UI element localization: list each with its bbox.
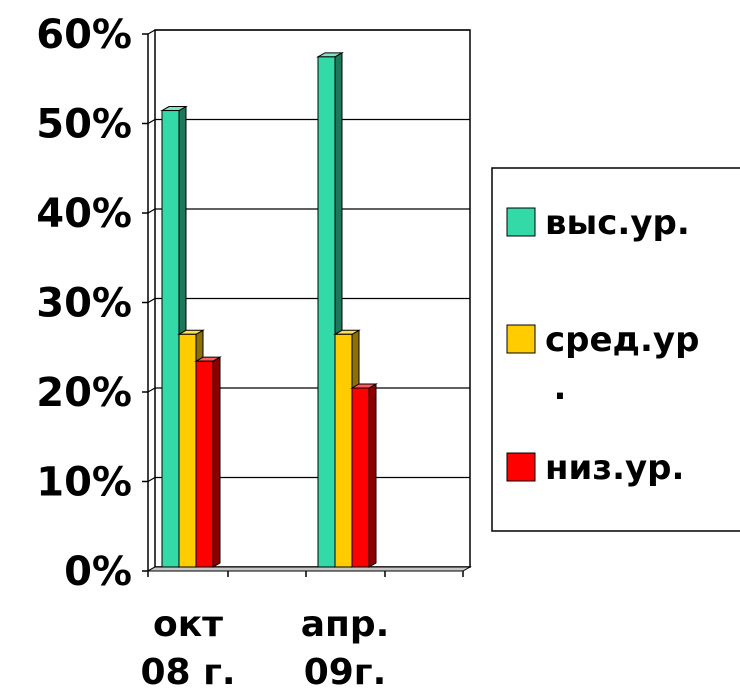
- y-tick-label: 60%: [36, 12, 132, 58]
- legend-swatch: [506, 324, 536, 354]
- bar: [194, 356, 222, 568]
- y-tick-label: 50%: [36, 102, 132, 148]
- legend-label: сред.ур: [545, 320, 699, 360]
- y-tick-label: 30%: [36, 281, 132, 327]
- legend-swatch: [506, 452, 536, 482]
- y-tick-labels: 0% 10% 20% 30% 40% 50% 60%: [36, 12, 132, 595]
- legend: выс.ур. сред.ур. низ.ур.: [491, 167, 740, 532]
- gridline-depth: [147, 297, 156, 304]
- legend-label-wrap: .: [554, 368, 567, 408]
- bar-front: [161, 110, 180, 568]
- y-tick-label: 40%: [36, 191, 132, 237]
- bar-side: [368, 383, 377, 568]
- bar-front: [195, 360, 214, 568]
- bar-front: [317, 56, 336, 568]
- bar-front: [178, 333, 197, 568]
- legend-label: низ.ур.: [545, 448, 684, 488]
- y-axis: [142, 33, 464, 577]
- legend-label: выс.ур.: [545, 203, 690, 243]
- gridline-depth: [147, 29, 156, 35]
- bars-group: [160, 51, 378, 568]
- y-tick-label: 0%: [64, 549, 132, 595]
- bar-side: [212, 356, 221, 568]
- gridline-depth: [147, 208, 156, 214]
- gridline-depth: [147, 476, 156, 483]
- chart-floor: [146, 566, 472, 572]
- bar-front: [351, 387, 370, 568]
- x-category-label-line1: апр.: [301, 604, 390, 645]
- gridline-depth: [147, 387, 156, 393]
- bar-front: [334, 333, 353, 568]
- y-tick-label: 20%: [36, 370, 132, 416]
- x-category-label-line1: окт: [153, 604, 223, 645]
- gridline-depth: [147, 118, 156, 125]
- bar: [350, 383, 378, 568]
- x-category-label-line2: 08 г.: [140, 652, 235, 693]
- floor-plane: [146, 566, 472, 572]
- y-tick-label: 10%: [36, 460, 132, 506]
- legend-swatch: [506, 207, 536, 237]
- x-category-label-line2: 09г.: [304, 652, 387, 693]
- x-category-labels: окт 08 г. апр. 09г.: [140, 604, 389, 693]
- bar: [160, 105, 188, 568]
